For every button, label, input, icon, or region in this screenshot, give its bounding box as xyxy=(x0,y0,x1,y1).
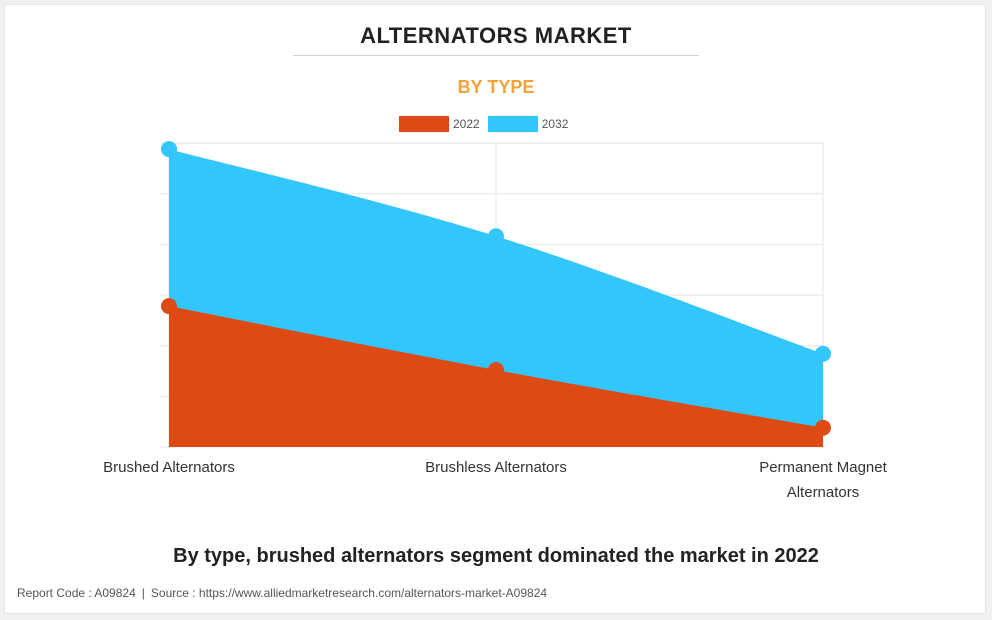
legend-swatch-2032 xyxy=(487,116,538,132)
legend-label-2032: 2032 xyxy=(541,117,569,131)
chart-legend: 2022 2032 xyxy=(399,115,576,133)
data-point-2032 xyxy=(161,141,177,158)
legend-swatch-2022 xyxy=(399,116,449,132)
x-axis-label: Brushed Alternators xyxy=(103,459,235,476)
footer-separator: | xyxy=(141,586,145,600)
data-point-2022 xyxy=(488,361,504,378)
data-point-2022 xyxy=(161,298,177,315)
data-point-2022 xyxy=(815,419,831,436)
chart-card: ALTERNATORS MARKET BY TYPE 2022 2032 Bru… xyxy=(4,4,986,614)
source-link[interactable]: Source : https://www.alliedmarketresearc… xyxy=(150,586,548,600)
report-footer: Report Code : A09824 | Source : https://ww… xyxy=(17,586,547,600)
x-axis-label: Permanent Magnet Alternators xyxy=(759,459,887,501)
legend-item-2032[interactable]: 2032 xyxy=(487,116,569,132)
area-chart: Brushed Alternators Brushless Alternators… xyxy=(103,141,888,501)
legend-item-2022[interactable]: 2022 xyxy=(399,116,480,132)
chart-subtitle: BY TYPE xyxy=(457,77,535,97)
x-axis-label: Brushless Alternators xyxy=(425,459,567,476)
data-point-2032 xyxy=(815,345,831,362)
chart-title: ALTERNATORS MARKET xyxy=(360,23,632,48)
title-divider xyxy=(293,55,699,56)
data-point-2032 xyxy=(488,228,504,245)
report-code: Report Code : A09824 xyxy=(17,586,136,600)
legend-label-2022: 2022 xyxy=(453,117,480,131)
chart-caption: By type, brushed alternators segment dom… xyxy=(173,545,819,567)
